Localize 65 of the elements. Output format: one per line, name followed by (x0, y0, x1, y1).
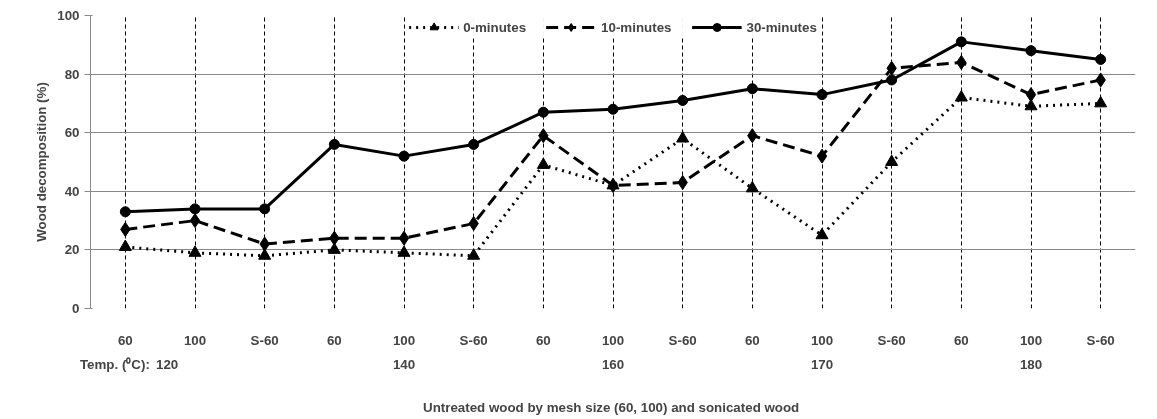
point (119, 206, 131, 218)
point (676, 131, 690, 143)
x-tick-label: 60 (326, 332, 342, 348)
legend-label: 10-minutes (601, 19, 672, 35)
point (258, 248, 272, 260)
legend-label: 0-minutes (463, 19, 527, 35)
y-tick-label: 100 (57, 8, 80, 23)
text: 160 (601, 356, 625, 372)
point (815, 227, 829, 240)
point (955, 36, 967, 48)
x-tick-label: S-60 (877, 332, 906, 348)
y-tick-label: 0 (72, 301, 80, 316)
point (1024, 98, 1038, 111)
point (189, 213, 201, 229)
point (467, 248, 481, 260)
point (259, 203, 271, 215)
point (607, 103, 619, 115)
point (328, 138, 340, 150)
point (1094, 95, 1108, 108)
point (398, 150, 410, 162)
point (397, 245, 411, 257)
x-tick-label: 60 (744, 332, 760, 348)
x-tick-label: 100 (810, 332, 834, 348)
point (954, 90, 968, 102)
point (537, 106, 549, 118)
point (188, 245, 202, 257)
x-tick-label: S-60 (459, 332, 488, 348)
point (468, 138, 480, 150)
point (885, 154, 899, 166)
y-tick-label: 60 (64, 125, 80, 141)
point (745, 180, 759, 193)
point (816, 89, 828, 101)
y-tick-label: 20 (64, 242, 80, 258)
x-tick-label: S-60 (250, 332, 279, 348)
x-axis-title: Untreated wood by mesh size (60, 100) and sonicated wood (423, 399, 800, 415)
point (536, 157, 550, 169)
x-tick-label: 60 (117, 332, 133, 348)
point (189, 203, 201, 215)
x-tick-label: 60 (953, 332, 969, 348)
point (1025, 87, 1037, 103)
point (118, 239, 132, 251)
x-tick-label: 100 (601, 332, 625, 348)
x-tick-label: 60 (535, 332, 551, 348)
point (1095, 53, 1107, 65)
text: 120 (156, 356, 179, 372)
text: 170 (810, 356, 834, 372)
y-tick-label: 40 (64, 183, 80, 199)
point (886, 74, 898, 86)
y-tick-label: 80 (64, 66, 80, 82)
point (746, 83, 758, 95)
x-tick-label: 100 (392, 332, 416, 348)
point (677, 94, 689, 106)
text: 180 (1019, 356, 1043, 372)
legend-label: 30-minutes (746, 19, 817, 35)
x-tick-label: 100 (183, 332, 207, 348)
text: Temp. (⁰C): (79, 356, 150, 372)
point (1025, 45, 1037, 57)
x-tick-label: 100 (1019, 332, 1043, 348)
point (398, 230, 410, 246)
text: 140 (392, 356, 416, 372)
x-tick-label: S-60 (668, 332, 697, 348)
x-tick-label: S-60 (1086, 332, 1115, 348)
point (816, 148, 828, 164)
y-axis-title: Wood decomposition (%) (34, 82, 50, 242)
point (327, 242, 341, 254)
